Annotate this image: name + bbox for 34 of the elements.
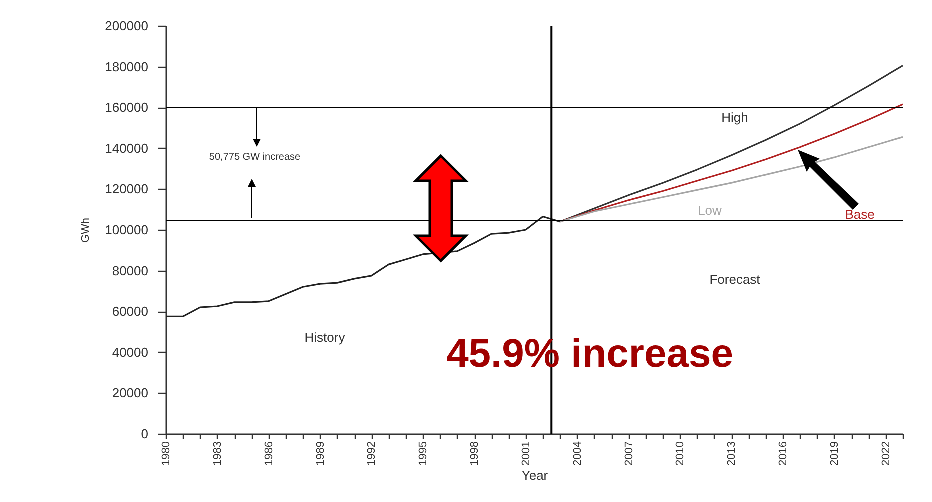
y-tick-label: 80000 bbox=[112, 263, 148, 278]
x-tick-label: 1992 bbox=[366, 442, 378, 466]
x-tick-label: 2022 bbox=[880, 442, 892, 466]
y-tick-label: 200000 bbox=[105, 18, 148, 34]
series-label: High bbox=[722, 110, 748, 125]
x-tick-label: 2010 bbox=[674, 442, 687, 466]
annotation: 50,775 GW increase bbox=[209, 152, 302, 163]
y-tick-label: 120000 bbox=[105, 182, 148, 197]
x-tick-label: 1998 bbox=[469, 442, 482, 466]
x-tick-label: 1983 bbox=[212, 442, 224, 466]
x-tick-label: 1986 bbox=[263, 442, 276, 466]
y-tick-label: 100000 bbox=[105, 222, 148, 238]
x-tick-label: 1995 bbox=[418, 442, 430, 466]
x-tick-label: 2016 bbox=[778, 442, 790, 466]
x-tick-label: 2007 bbox=[623, 442, 636, 466]
y-tick-label: 160000 bbox=[105, 100, 148, 116]
y-tick-label: 20000 bbox=[112, 386, 148, 401]
x-tick-label: 2013 bbox=[726, 442, 738, 466]
x-tick-label: 1980 bbox=[160, 442, 172, 466]
annotation: History bbox=[304, 330, 346, 345]
annotation: Forecast bbox=[710, 272, 761, 287]
x-tick-label: 2004 bbox=[572, 442, 584, 466]
y-tick-label: 60000 bbox=[112, 304, 148, 320]
y-tick-label: 140000 bbox=[105, 140, 148, 156]
x-tick-label: 2019 bbox=[828, 442, 841, 466]
series-label: Low bbox=[698, 203, 723, 218]
x-axis-title: Year bbox=[522, 468, 549, 483]
text: Base bbox=[845, 207, 875, 222]
y-tick-label: 0 bbox=[141, 426, 148, 442]
y-tick-label: 40000 bbox=[112, 344, 148, 360]
x-tick-label: 2001 bbox=[520, 442, 532, 466]
y-axis-title: GWh bbox=[80, 218, 92, 244]
x-tick-label: 1989 bbox=[314, 442, 327, 466]
y-tick-label: 180000 bbox=[105, 59, 148, 74]
